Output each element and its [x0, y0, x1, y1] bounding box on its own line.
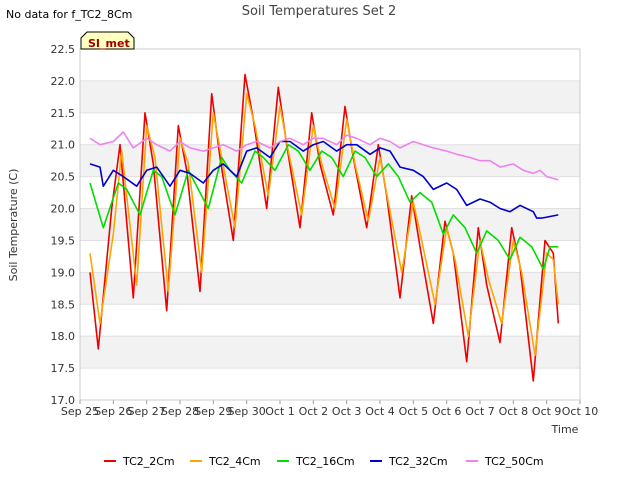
grid-band [80, 208, 580, 241]
grid-band [80, 336, 580, 369]
legend-tc2-50cm-label: TC2_50Cm [484, 455, 544, 468]
y-axis-title: Soil Temperature (C) [7, 169, 20, 282]
y-tick-label: 21.0 [51, 139, 76, 152]
series-line-tc2-4cm [89, 92, 560, 357]
y-tick-label: 19.5 [51, 234, 76, 247]
legend-tc2-4cm-label: TC2_4Cm [208, 455, 261, 468]
station-badge: SI_met [80, 31, 135, 50]
badge-label: SI_met [88, 37, 130, 50]
legend: TC2_2Cm TC2_4Cm TC2_16Cm TC2_32Cm TC2_50Cm [104, 455, 544, 468]
y-tick-label: 20.5 [51, 171, 76, 184]
series-line-tc2-50cm [89, 131, 559, 181]
grid-band [80, 80, 580, 113]
y-tick-label: 18.5 [51, 298, 76, 311]
series-line-tc2-32cm [89, 140, 559, 219]
chart-title: Soil Temperatures Set 2 [242, 4, 397, 19]
x-tick-label: Oct 6 [432, 405, 462, 418]
x-tick-label: Oct 1 [265, 405, 295, 418]
y-tick-label: 22.0 [51, 75, 76, 88]
x-tick-label: Oct 3 [332, 405, 362, 418]
y-tick-label: 21.5 [51, 107, 76, 120]
x-tick-label: Oct 4 [365, 405, 395, 418]
y-tick-label: 22.5 [51, 43, 76, 56]
y-tick-label: 19.0 [51, 266, 76, 279]
x-tick-label: Sep 25 [61, 405, 99, 418]
grid-band [80, 144, 580, 177]
series-line-tc2-16cm [89, 143, 559, 271]
x-tick-label: Oct 8 [499, 405, 529, 418]
y-tick-label: 20.0 [51, 203, 76, 216]
x-tick-label: Sep 29 [194, 405, 232, 418]
x-tick-label: Sep 28 [161, 405, 199, 418]
y-tick-label: 17.0 [51, 394, 76, 407]
y-tick-label: 18.0 [51, 330, 76, 343]
y-tick-label: 17.5 [51, 362, 76, 375]
no-data-note: No data for f_TC2_8Cm [6, 8, 132, 21]
legend-tc2-2cm-label: TC2_2Cm [122, 455, 175, 468]
plot-background [80, 48, 580, 401]
x-tick-label: Oct 10 [562, 405, 599, 418]
series-lines [89, 73, 560, 382]
y-axis-ticks: 17.0 17.5 18.0 18.5 19.0 19.5 20.0 20.5 21.0 21.5… [51, 43, 76, 407]
x-axis-title: Time [551, 423, 579, 436]
legend-tc2-16cm-label: TC2_16Cm [295, 455, 355, 468]
legend-tc2-32cm-label: TC2_32Cm [388, 455, 448, 468]
x-tick-label: Oct 5 [399, 405, 429, 418]
x-tick-label: Oct 9 [532, 405, 562, 418]
x-tick-label: Oct 2 [299, 405, 329, 418]
x-tick-label: Oct 7 [465, 405, 495, 418]
x-tick-label: Sep 27 [128, 405, 166, 418]
badge-shape [80, 31, 135, 50]
x-tick-label: Sep 30 [228, 405, 266, 418]
plot-frame [79, 48, 581, 401]
x-tick-label: Sep 26 [94, 405, 132, 418]
